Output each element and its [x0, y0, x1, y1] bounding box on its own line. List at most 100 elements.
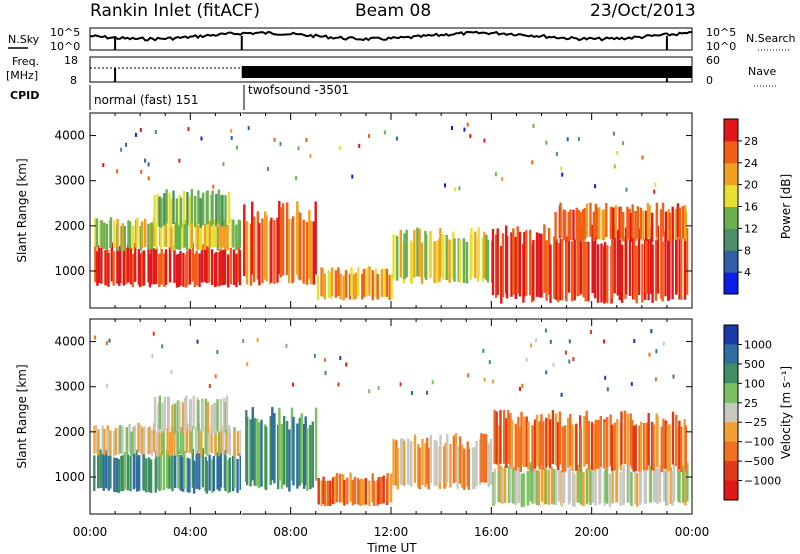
- power-data-cell: [258, 223, 261, 286]
- power-data-cell: [221, 194, 224, 227]
- power-data-cell: [603, 242, 607, 302]
- power-data-cell: [206, 217, 209, 247]
- power-data-cell: [463, 127, 466, 132]
- power-data-cell: [567, 224, 571, 293]
- power-data-cell: [195, 222, 198, 249]
- power-data-cell: [141, 251, 144, 287]
- power-data-cell: [656, 225, 659, 294]
- power-data-cell: [144, 218, 147, 248]
- power-data-cell: [596, 244, 600, 303]
- power-data-cell: [361, 273, 364, 300]
- velocity-data-cell: [613, 422, 616, 471]
- velocity-data-cell: [611, 466, 614, 504]
- velocity-data-cell: [656, 416, 659, 468]
- velocity-data-cell: [161, 428, 164, 455]
- power-data-cell: [131, 253, 134, 288]
- velocity-data-cell: [493, 468, 497, 505]
- freq-label: Freq.: [12, 55, 39, 68]
- power-data-cell: [641, 155, 644, 160]
- velocity-data-cell: [183, 451, 186, 489]
- velocity-data-cell: [525, 357, 528, 362]
- power-data-cell: [218, 216, 221, 247]
- velocity-data-cell: [133, 425, 137, 454]
- velocity-data-cell: [300, 413, 303, 484]
- power-data-cell: [198, 253, 201, 287]
- power-data-cell: [451, 126, 453, 130]
- velocity-data-cell: [549, 339, 552, 344]
- velocity-data-cell: [228, 457, 231, 493]
- velocity-data-cell: [382, 475, 385, 504]
- velocity-data-cell: [522, 473, 525, 507]
- power-data-cell: [178, 158, 181, 163]
- power-data-cell: [592, 211, 596, 242]
- velocity-colorbar-segment: [724, 461, 738, 481]
- velocity-data-cell: [521, 383, 524, 388]
- velocity-data-cell: [629, 413, 632, 466]
- velocity-data-cell: [278, 407, 281, 481]
- velocity-data-cell: [214, 402, 217, 433]
- velocity-data-cell: [339, 473, 342, 503]
- power-data-cell: [616, 229, 619, 296]
- velocity-data-cell: [678, 465, 681, 503]
- velocity-data-cell: [467, 373, 470, 378]
- velocity-data-cell: [427, 447, 430, 490]
- power-data-cell: [365, 267, 368, 297]
- power-data-cell: [418, 228, 421, 277]
- power-data-cell: [94, 217, 97, 247]
- power-data-cell: [668, 238, 671, 300]
- velocity-ytick-label: 2000: [54, 425, 85, 439]
- power-data-cell: [296, 201, 299, 275]
- power-data-cell: [172, 190, 175, 224]
- power-data-cell: [266, 166, 269, 171]
- station-title: Rankin Inlet (fitACF): [90, 1, 260, 21]
- velocity-data-cell: [671, 411, 675, 465]
- power-data-cell: [562, 209, 565, 241]
- power-data-cell: [164, 249, 168, 285]
- velocity-data-cell: [109, 450, 112, 489]
- power-data-cell: [390, 273, 393, 300]
- velocity-data-cell: [626, 413, 630, 466]
- velocity-data-cell: [195, 451, 198, 489]
- power-data-cell: [297, 146, 300, 151]
- velocity-data-cell: [530, 343, 533, 348]
- power-data-cell: [645, 210, 648, 241]
- velocity-data-cell: [452, 435, 456, 484]
- power-data-cell: [671, 237, 674, 300]
- velocity-data-cell: [509, 464, 512, 503]
- velocity-data-cell: [189, 399, 192, 432]
- velocity-data-cell: [550, 467, 554, 504]
- power-data-cell: [139, 128, 142, 132]
- velocity-data-cell: [201, 448, 204, 488]
- velocity-data-cell: [216, 399, 219, 432]
- velocity-data-cell: [343, 480, 346, 506]
- power-data-cell: [179, 197, 183, 228]
- power-data-cell: [650, 226, 653, 294]
- velocity-data-cell: [170, 426, 174, 454]
- power-data-cell: [594, 203, 597, 238]
- velocity-colorbar-segment: [724, 441, 738, 462]
- velocity-data-cell: [403, 440, 406, 486]
- power-data-cell: [549, 244, 552, 303]
- velocity-data-cell: [631, 420, 634, 469]
- power-data-cell: [107, 253, 110, 287]
- power-data-cell: [598, 207, 601, 240]
- velocity-data-cell: [582, 472, 585, 507]
- power-data-cell: [442, 234, 445, 280]
- velocity-data-cell: [672, 374, 675, 379]
- power-data-cell: [453, 238, 456, 282]
- velocity-data-cell: [356, 478, 360, 505]
- velocity-data-cell: [608, 473, 612, 507]
- velocity-data-cell: [471, 447, 475, 490]
- velocity-data-cell: [647, 413, 650, 466]
- velocity-data-cell: [575, 423, 578, 471]
- power-data-cell: [153, 195, 156, 227]
- velocity-data-cell: [166, 428, 169, 455]
- velocity-data-cell: [386, 473, 389, 503]
- velocity-data-cell: [603, 339, 606, 344]
- velocity-data-cell: [317, 477, 320, 505]
- velocity-data-cell: [123, 452, 127, 490]
- velocity-data-cell: [311, 421, 314, 488]
- power-data-cell: [131, 225, 135, 251]
- power-data-cell: [684, 211, 687, 242]
- power-data-cell: [139, 225, 142, 251]
